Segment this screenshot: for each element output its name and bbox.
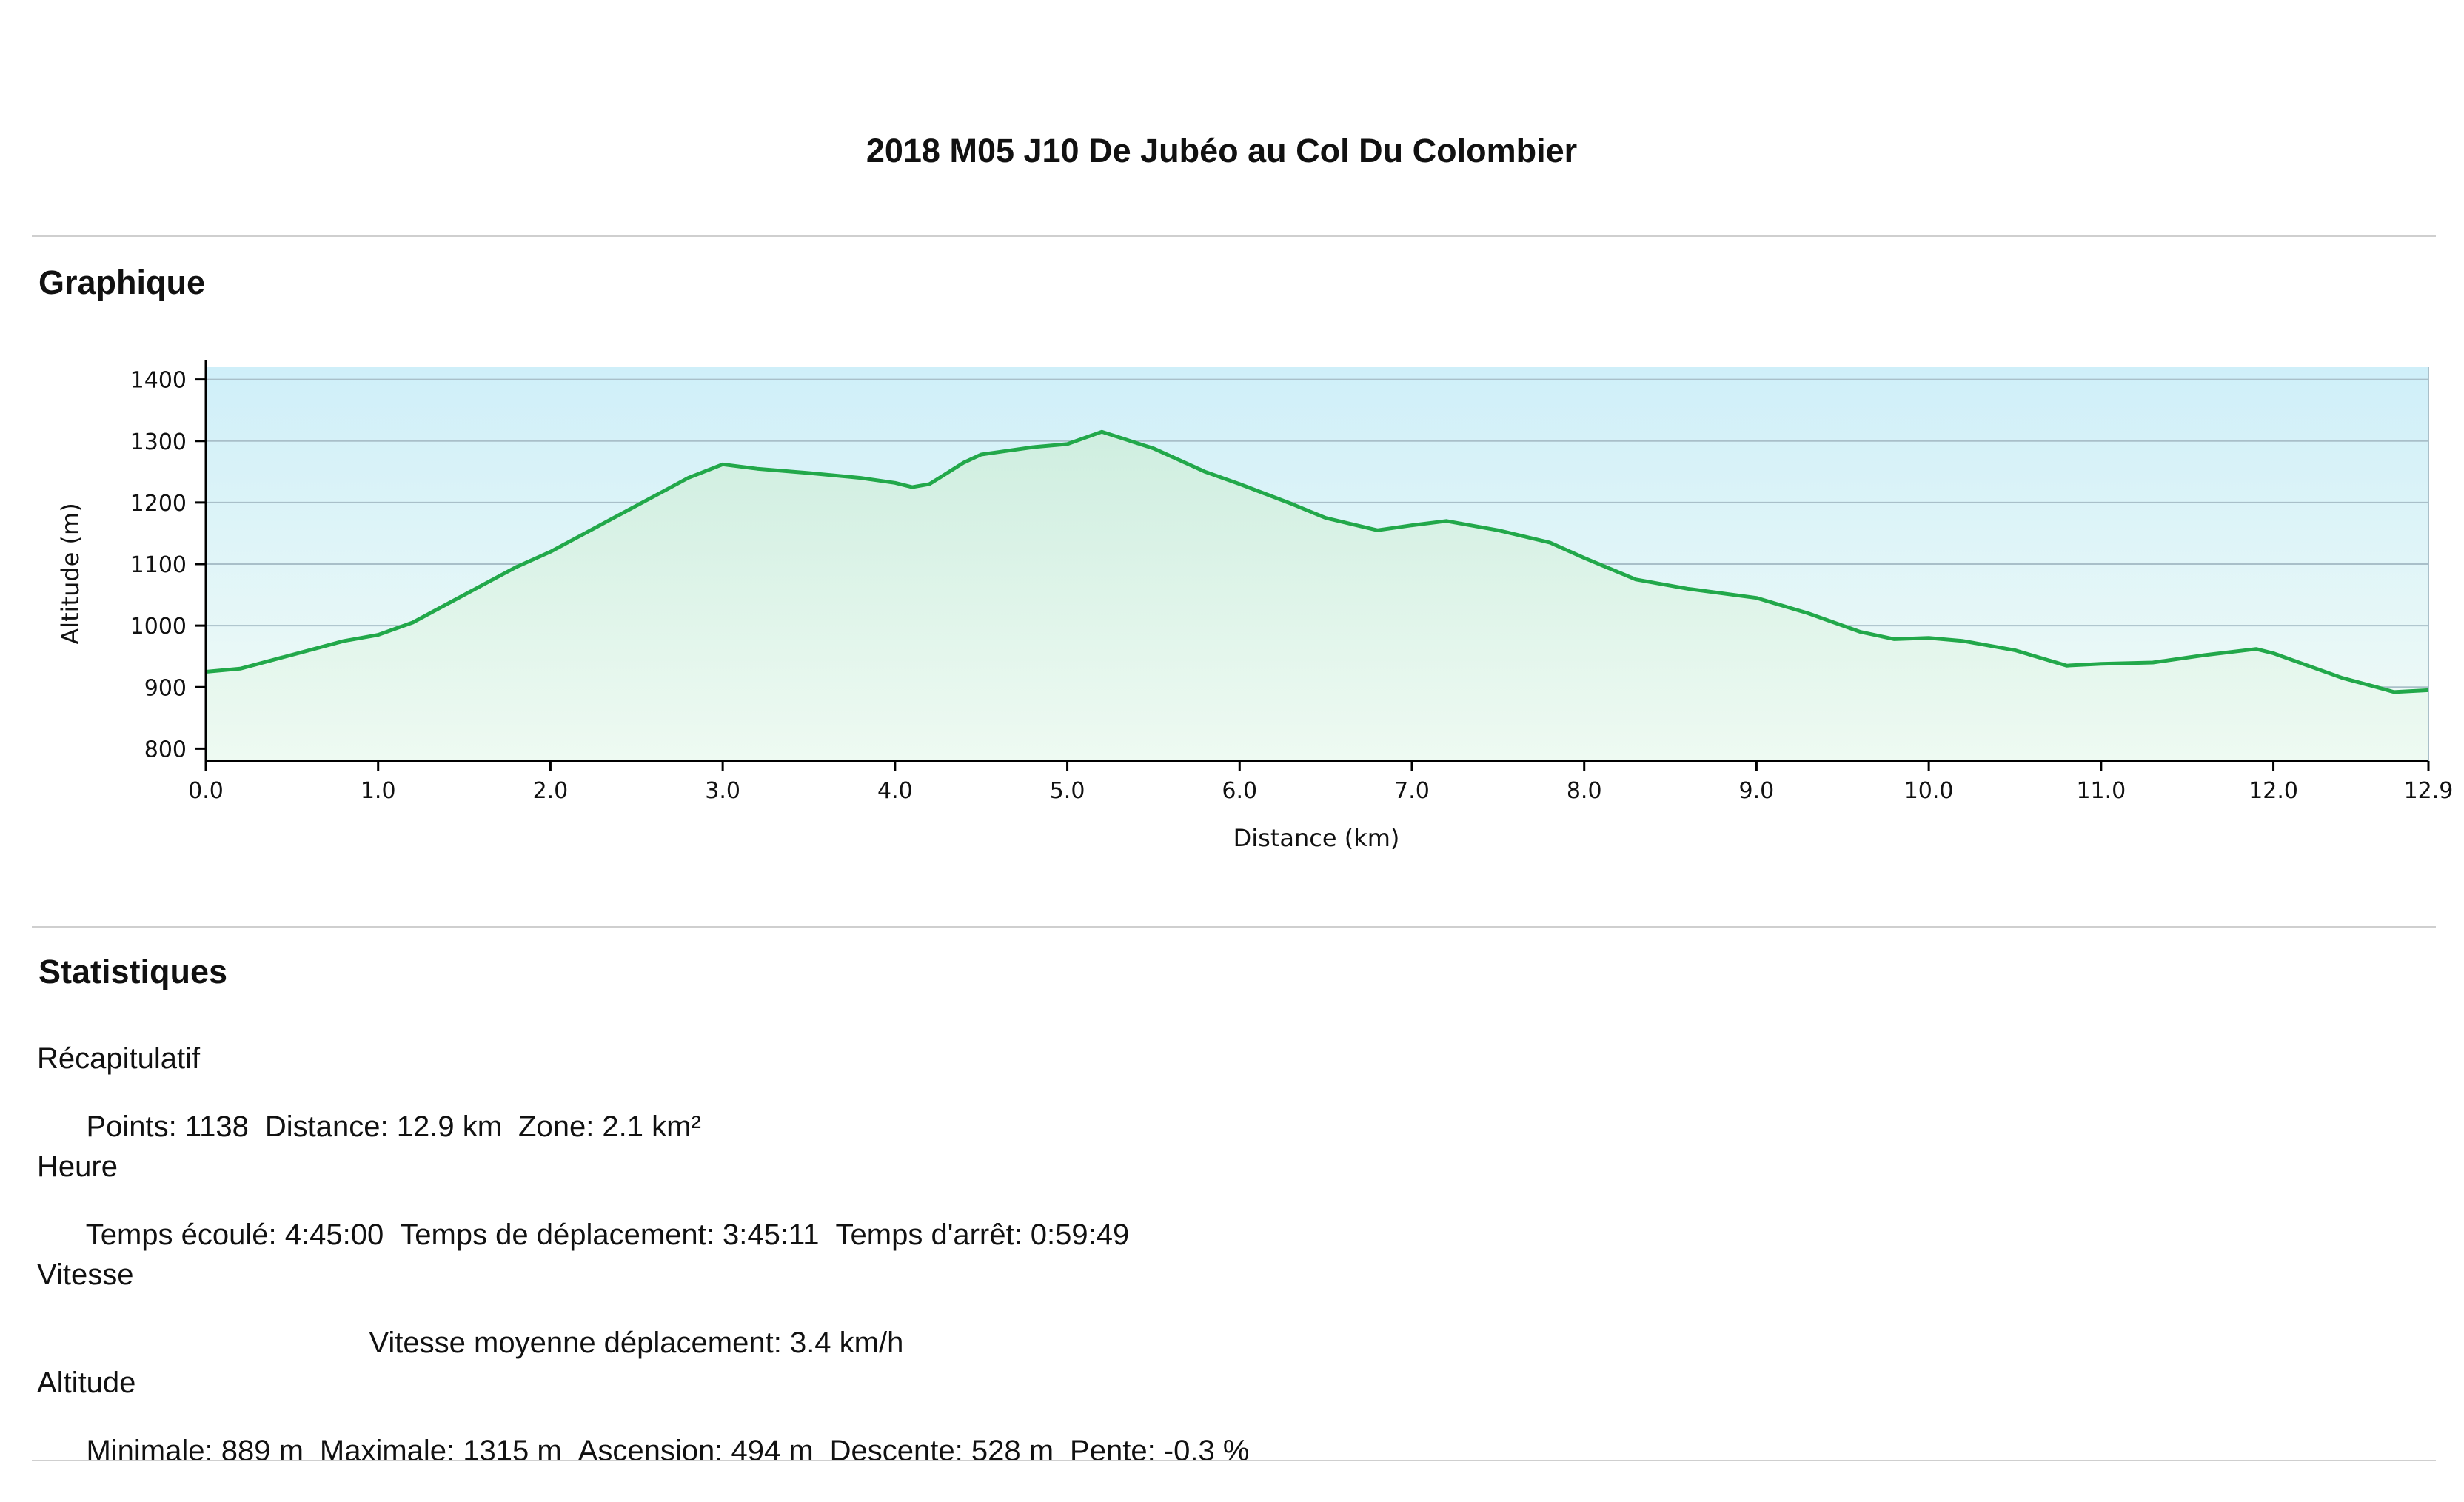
x-tick-label: 12.0 (2249, 778, 2298, 804)
stat-stopped-time: Temps d'arrêt: 0:59:49 (835, 1218, 1130, 1251)
x-tick-label: 12.9 (2404, 778, 2454, 804)
x-tick-label: 11.0 (2076, 778, 2126, 804)
y-ticks: 800 900 1000 1100 1200 1300 1400 (130, 368, 206, 762)
y-axis-title: Altitude (m) (56, 503, 84, 644)
stats-speed-label: Vitesse (37, 1258, 134, 1291)
y-tick-label: 1000 (130, 614, 187, 640)
x-tick-label: 1.0 (361, 778, 396, 804)
stats-recap: Récapitulatif Points: 1138 Distance: 12.9… (37, 1042, 717, 1178)
axes (204, 360, 2429, 762)
x-tick-label: 8.0 (1567, 778, 1602, 804)
altitude-chart: 0.0 1.0 2.0 3.0 4.0 5.0 6.0 7.0 8.0 9.0 10.0 11.0 12… (56, 360, 2453, 852)
x-tick-label: 0.0 (188, 778, 224, 804)
stats-speed: Vitesse Vitesse moyenne déplacement: 3.4… (37, 1258, 920, 1394)
stat-zone: Zone: 2.1 km² (518, 1110, 701, 1143)
x-tick-label: 6.0 (1222, 778, 1257, 804)
stats-time: Heure Temps écoulé: 4:45:00 Temps de dépl… (37, 1150, 1145, 1286)
divider (32, 1460, 2436, 1461)
y-tick-label: 800 (144, 737, 187, 762)
stat-descent: Descente: 528 m (829, 1435, 1054, 1467)
x-tick-label: 10.0 (1904, 778, 1954, 804)
stat-slope: Pente: -0.3 % (1070, 1435, 1250, 1467)
stats-altitude: Altitude Minimale: 889 m Maximale: 1315 m… (37, 1366, 1265, 1502)
x-ticks: 0.0 1.0 2.0 3.0 4.0 5.0 6.0 7.0 8.0 9.0 10.0 11.0 12… (188, 761, 2453, 804)
x-tick-label: 4.0 (877, 778, 913, 804)
stats-altitude-label: Altitude (37, 1367, 136, 1399)
stats-time-label: Heure (37, 1150, 118, 1183)
y-tick-label: 1400 (130, 368, 187, 394)
stat-moving-speed: Vitesse moyenne déplacement: 3.4 km/h (369, 1327, 904, 1359)
x-axis-title: Distance (km) (1233, 824, 1400, 852)
stat-distance: Distance: 12.9 km (264, 1110, 503, 1143)
y-tick-label: 1200 (130, 491, 187, 517)
x-tick-label: 5.0 (1050, 778, 1085, 804)
stat-elapsed: Temps écoulé: 4:45:00 (85, 1218, 384, 1251)
divider (32, 926, 2436, 928)
divider (32, 235, 2436, 237)
stat-points: Points: 1138 (86, 1110, 249, 1143)
y-tick-label: 1300 (130, 429, 187, 455)
y-tick-label: 1100 (130, 552, 187, 578)
section-title-stats: Statistiques (38, 953, 228, 990)
stat-alt-min: Minimale: 889 m (86, 1435, 304, 1467)
stat-moving-time: Temps de déplacement: 3:45:11 (400, 1218, 820, 1251)
stat-alt-max: Maximale: 1315 m (319, 1435, 562, 1467)
y-tick-label: 900 (144, 675, 187, 701)
x-tick-label: 9.0 (1739, 778, 1775, 804)
section-title-graph: Graphique (38, 264, 206, 301)
altitude-line (205, 429, 2429, 694)
x-tick-label: 7.0 (1394, 778, 1430, 804)
altitude-area (206, 432, 2428, 761)
x-tick-label: 3.0 (705, 778, 740, 804)
x-tick-label: 2.0 (533, 778, 569, 804)
stat-ascent: Ascension: 494 m (578, 1435, 814, 1467)
page-title: 2018 M05 J10 De Jubéo au Col Du Colombie… (866, 132, 1578, 170)
stats-recap-label: Récapitulatif (37, 1042, 201, 1075)
